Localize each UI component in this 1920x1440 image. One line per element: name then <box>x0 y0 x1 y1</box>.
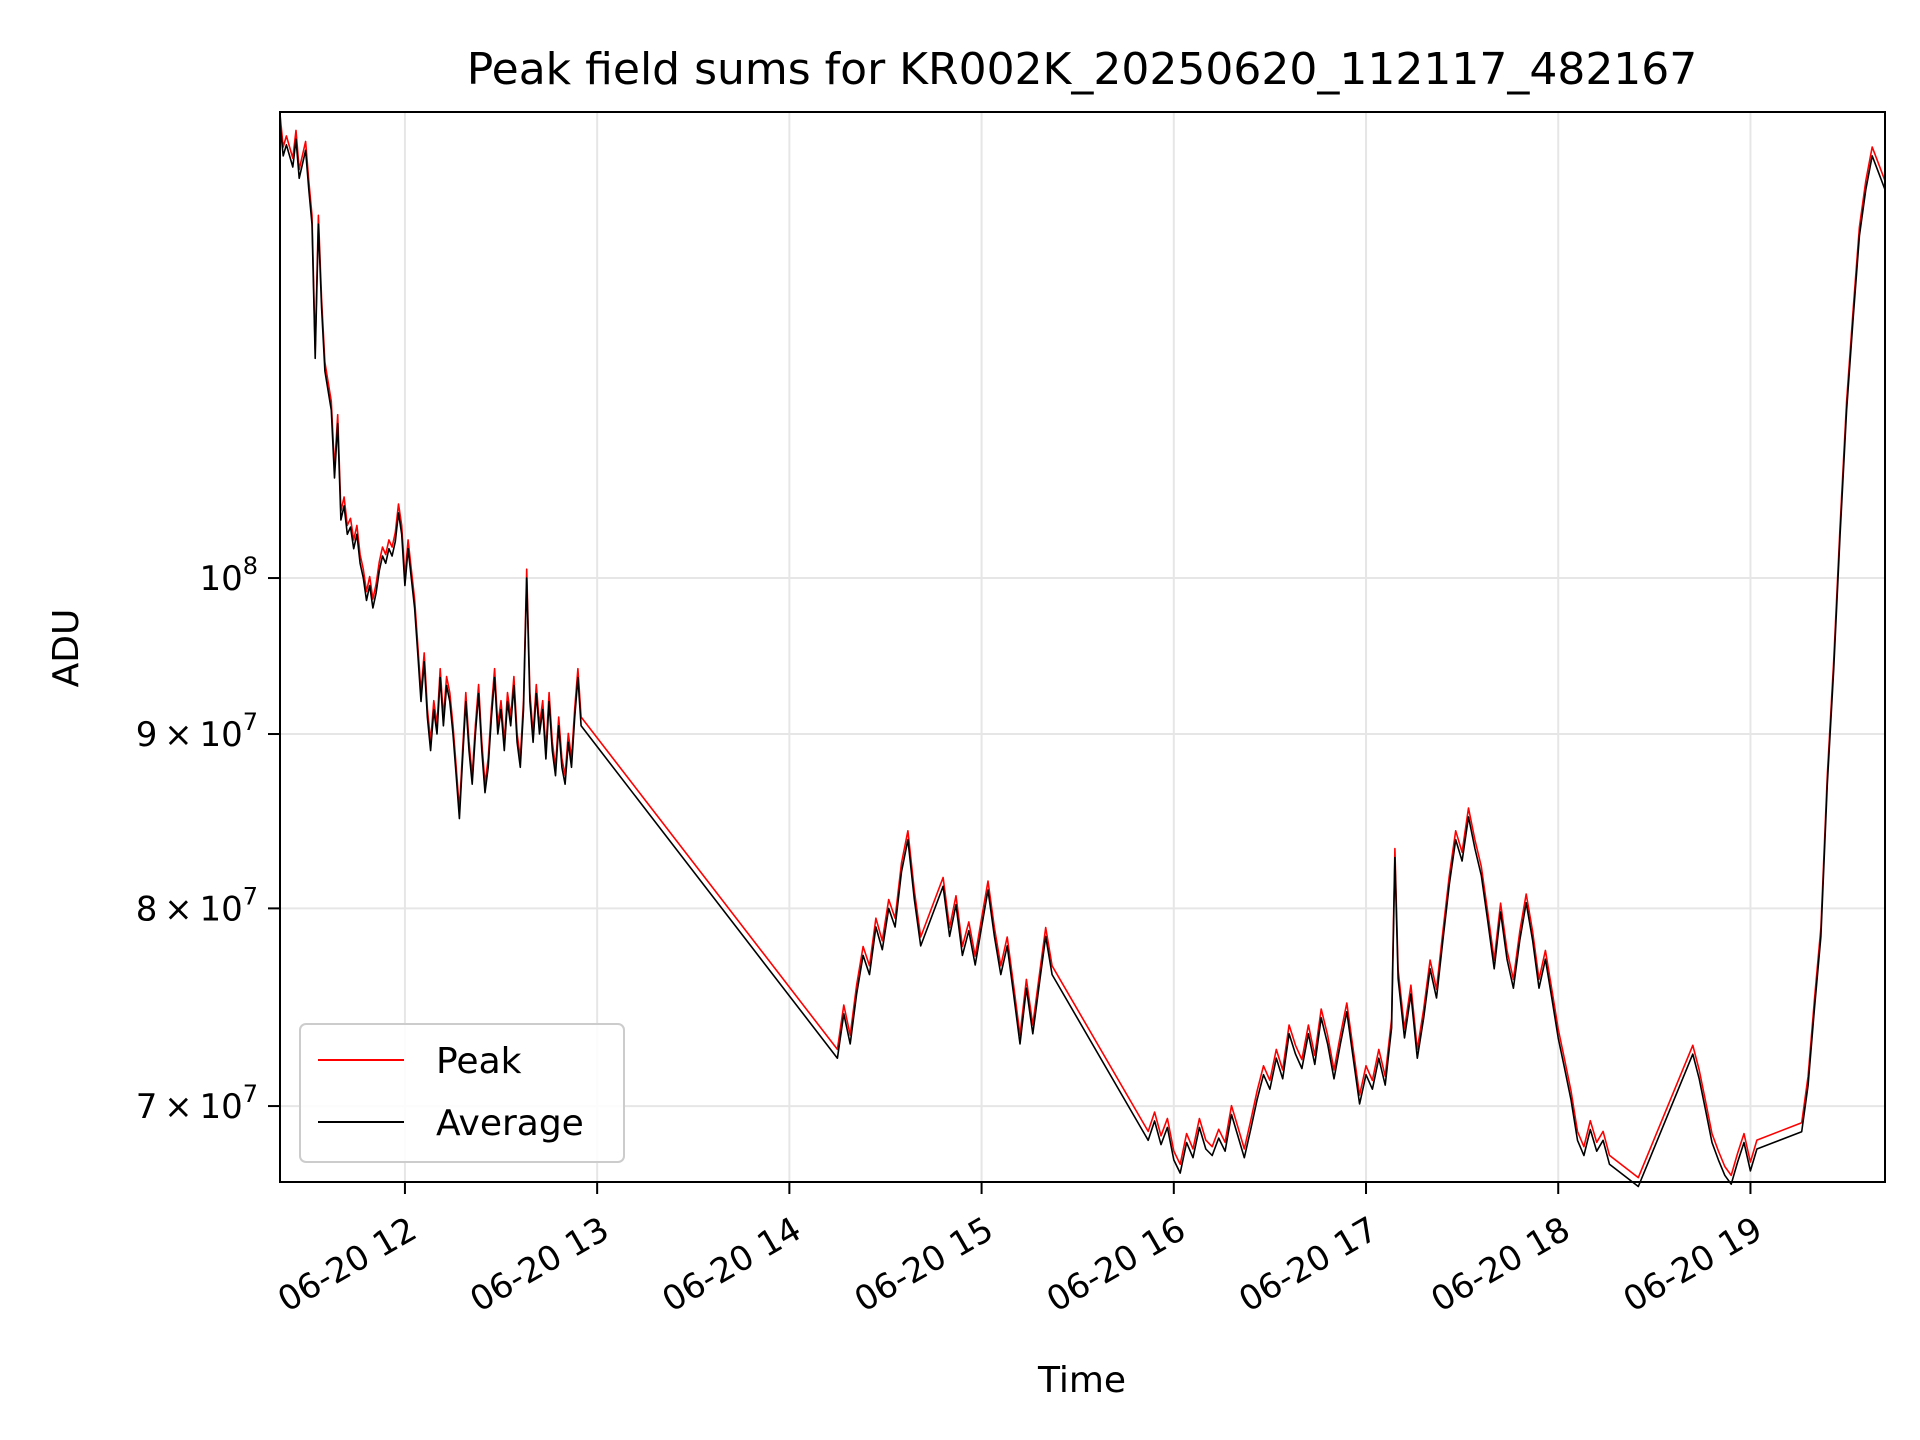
legend-label-peak: Peak <box>436 1041 522 1082</box>
plot-frame <box>279 111 1886 1183</box>
legend: Peak Average <box>299 1023 625 1163</box>
y-tick-label: 8 × 107 <box>136 882 258 929</box>
x-axis-label: Time <box>1037 1360 1126 1401</box>
legend-label-average: Average <box>436 1103 584 1144</box>
legend-box <box>299 1023 625 1163</box>
plot-lines <box>279 113 1886 1188</box>
y-tick-label: 9 × 107 <box>136 708 258 755</box>
series-line-average <box>279 122 1886 1188</box>
series-line-peak <box>279 113 1886 1179</box>
y-axis-label: ADU <box>46 609 87 688</box>
chart-title: Peak field sums for KR002K_20250620_1121… <box>467 44 1698 95</box>
y-tick-label: 7 × 107 <box>136 1080 258 1127</box>
y-axis: 7 × 107 8 × 107 9 × 107 108 <box>136 552 280 1127</box>
y-tick-label: 108 <box>199 552 258 599</box>
